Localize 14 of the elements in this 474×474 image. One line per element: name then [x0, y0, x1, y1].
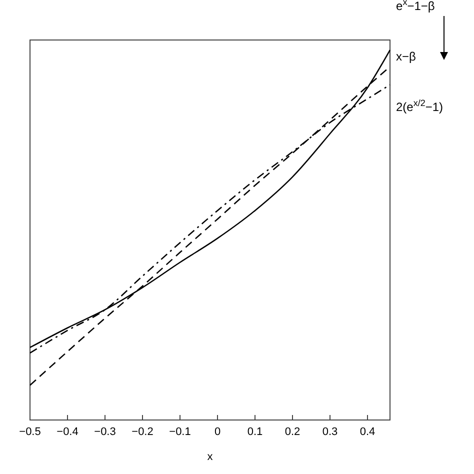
x-tick-label: −0.3 [94, 426, 116, 438]
x-tick-label: −0.2 [132, 426, 154, 438]
x-axis-title: x [207, 451, 214, 463]
text: e$^{x}$−1−β [396, 0, 435, 13]
x-tick-label: 0.3 [322, 426, 338, 438]
x-tick-label: 0.2 [284, 426, 300, 438]
x-tick-label: −0.4 [56, 426, 78, 438]
legend-label: x−β [396, 50, 416, 64]
x-tick-label: 0.4 [360, 426, 376, 438]
x-tick-label: −0.1 [169, 426, 191, 438]
x-tick-label: 0.1 [247, 426, 263, 438]
series-label: 2(e$^{x/2}$−1) [396, 98, 444, 114]
x-tick-label: 0 [214, 426, 221, 438]
x-tick-label: −0.5 [19, 426, 41, 438]
